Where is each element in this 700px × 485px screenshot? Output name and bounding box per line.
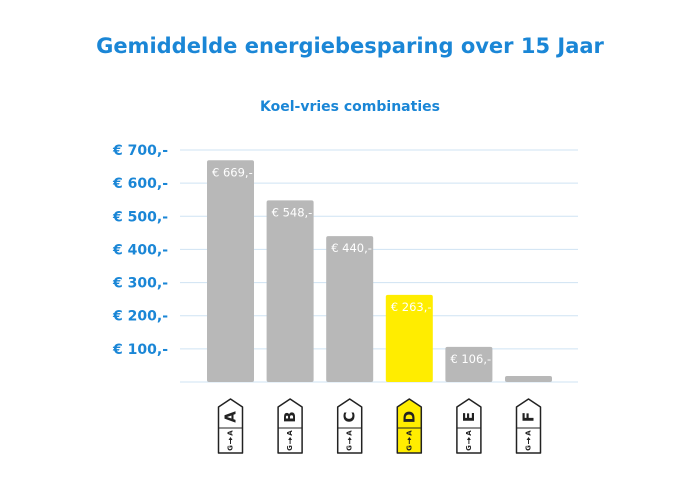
data-label-c: € 440,-: [331, 241, 372, 255]
energy-label-letter: B: [281, 411, 299, 422]
bar-d: [385, 294, 433, 382]
y-tick-label: € 200,-: [112, 309, 168, 325]
energy-label-arrowhead: [347, 437, 352, 440]
data-label-a: € 669,-: [212, 165, 253, 179]
y-tick-label: € 500,-: [112, 209, 168, 225]
energy-label-arrowhead: [407, 437, 412, 440]
energy-label-letter: C: [341, 411, 359, 422]
energy-label-scale-start: A: [227, 430, 235, 436]
y-tick-label: € 600,-: [112, 176, 168, 192]
y-tick-label: € 400,-: [112, 242, 168, 258]
y-tick-label: € 700,-: [112, 143, 168, 159]
energy-label-letter: D: [400, 411, 418, 423]
energy-label-icon: [336, 398, 363, 454]
y-tick-label: € 300,-: [112, 276, 168, 292]
data-label-e: € 106,-: [450, 352, 491, 366]
bar-f: [505, 376, 552, 382]
energy-label-icon: [456, 398, 482, 454]
energy-label-scale-start: A: [405, 430, 413, 436]
energy-label-letter: E: [460, 412, 478, 422]
bar-c: [326, 236, 374, 382]
energy-label-scale-start: A: [465, 430, 473, 436]
energy-label-scale-end: G: [465, 445, 473, 451]
y-tick-label: € 100,-: [112, 342, 168, 358]
energy-label-letter: F: [520, 412, 538, 422]
data-label-d: € 263,-: [391, 300, 432, 314]
energy-label-scale-start: A: [346, 430, 354, 436]
energy-label-scale-end: G: [525, 445, 533, 451]
energy-label-scale-start: A: [286, 430, 294, 436]
energy-label-scale-end: G: [286, 445, 294, 451]
energy-label-icon: [277, 398, 303, 454]
energy-label-scale-end: G: [227, 445, 235, 451]
bar-e: [445, 346, 493, 382]
energy-label-arrowhead: [466, 437, 471, 440]
energy-label-icon: [217, 398, 244, 454]
energy-label-scale-end: G: [346, 445, 354, 451]
bar-b: [266, 200, 314, 382]
energy-label-arrowhead: [288, 437, 293, 440]
energy-label-icon: [515, 398, 542, 454]
chart-title: Gemiddelde energiebesparing over 15 Jaar: [96, 34, 604, 58]
energy-label-scale-start: A: [525, 430, 533, 436]
energy-label-arrowhead: [526, 437, 531, 440]
energy-label-scale-end: G: [405, 445, 413, 451]
energy-label-icon: [396, 398, 423, 454]
energy-label-arrowhead: [228, 437, 233, 440]
data-label-b: € 548,-: [272, 205, 313, 219]
energy-label-letter: A: [222, 411, 240, 423]
chart-subtitle: Koel-vries combinaties: [260, 99, 440, 115]
bar-a: [207, 160, 254, 382]
